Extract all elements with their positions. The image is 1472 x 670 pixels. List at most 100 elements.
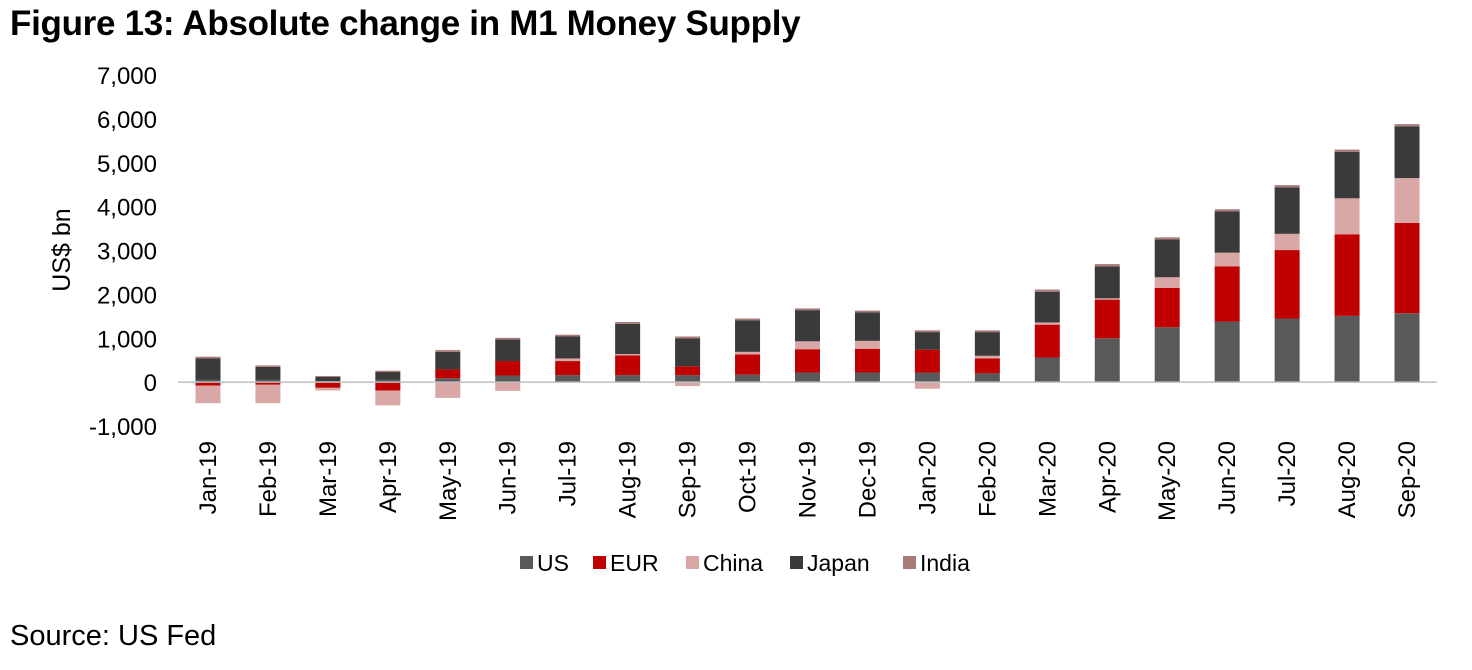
x-tick-label: Jul-20 — [1274, 441, 1301, 506]
bar-segment-eur-feb-19 — [255, 382, 281, 385]
x-tick-label: Jul-19 — [555, 441, 582, 506]
bar-segment-india-jan-19 — [195, 356, 221, 359]
bar-segment-china-oct-19 — [735, 351, 761, 355]
x-tick-label: Jan-20 — [914, 441, 941, 514]
x-tick-label: May-19 — [435, 441, 462, 521]
bar-segment-india-apr-19 — [375, 370, 401, 373]
bar-segment-japan-jun-19 — [495, 339, 521, 362]
bar-segment-us-feb-19 — [255, 379, 281, 383]
bar-segment-us-dec-19 — [854, 372, 880, 383]
legend-swatch-us — [520, 556, 533, 569]
bar-segment-us-sep-19 — [675, 375, 701, 383]
bar-group-jun-19 — [495, 337, 521, 391]
bar-segment-eur-jun-20 — [1214, 266, 1240, 322]
bar-segment-china-mar-20 — [1034, 322, 1060, 325]
bar-group-aug-19 — [615, 322, 641, 383]
y-axis: -1,000 0 1,000 2,000 3,000 4,000 5,000 6,000 7,0… — [89, 63, 157, 441]
bar-group-may-19 — [435, 350, 461, 398]
bar-segment-us-feb-20 — [974, 373, 1000, 383]
y-tick-label: -1,000 — [89, 414, 157, 441]
bar-segment-india-feb-20 — [974, 330, 1000, 333]
y-tick-label: 7,000 — [97, 63, 157, 90]
bar-segment-china-may-19 — [435, 382, 461, 398]
bar-segment-china-jan-20 — [914, 382, 940, 389]
bar-segment-eur-aug-19 — [615, 355, 641, 376]
bar-group-dec-19 — [854, 310, 880, 383]
bar-segment-japan-jan-19 — [195, 358, 221, 380]
bar-segment-india-feb-19 — [255, 365, 281, 367]
bar-group-oct-19 — [735, 318, 761, 383]
bar-group-jun-20 — [1214, 209, 1240, 383]
bar-group-feb-20 — [974, 330, 1000, 383]
bar-group-jul-19 — [555, 334, 581, 383]
bar-group-aug-20 — [1334, 149, 1360, 383]
x-tick-label: Nov-19 — [795, 441, 822, 518]
bar-segment-china-sep-20 — [1394, 178, 1420, 223]
x-tick-label: Feb-19 — [255, 441, 282, 517]
bar-segment-eur-mar-20 — [1034, 324, 1060, 358]
bar-segment-india-jun-19 — [495, 337, 521, 340]
bar-segment-china-nov-19 — [795, 341, 820, 350]
bar-segment-japan-jul-20 — [1274, 187, 1300, 234]
bar-segment-eur-sep-20 — [1394, 222, 1420, 314]
bar-segment-japan-jun-20 — [1214, 211, 1240, 253]
bar-segment-japan-nov-19 — [795, 310, 820, 342]
bar-group-sep-20 — [1394, 124, 1420, 383]
source-note: Source: US Fed — [10, 620, 217, 652]
bar-group-mar-20 — [1034, 289, 1060, 383]
x-tick-label: Sep-20 — [1394, 441, 1421, 518]
bar-segment-japan-oct-19 — [735, 320, 761, 352]
legend-swatch-japan — [790, 556, 803, 569]
bar-segment-us-jul-19 — [555, 375, 581, 383]
bar-segment-japan-jan-20 — [914, 332, 940, 350]
y-tick-label: 6,000 — [97, 107, 157, 134]
bar-segment-eur-jan-19 — [195, 382, 221, 386]
y-tick-label: 5,000 — [97, 151, 157, 178]
bar-segment-china-jan-19 — [195, 385, 221, 404]
bar-segment-us-jun-19 — [495, 375, 521, 383]
bar-segment-india-may-20 — [1154, 237, 1180, 240]
bar-segment-japan-sep-19 — [675, 338, 701, 367]
legend-swatch-eur — [593, 556, 606, 569]
bar-segment-eur-jan-20 — [914, 349, 940, 373]
bar-segment-japan-may-19 — [435, 351, 461, 370]
x-tick-label: Sep-19 — [675, 441, 702, 518]
bar-segment-eur-jul-19 — [555, 361, 581, 376]
bar-segment-china-aug-19 — [615, 354, 641, 356]
bar-segment-us-may-19 — [435, 378, 461, 383]
bar-segment-us-aug-19 — [615, 375, 641, 383]
legend-label-china: China — [703, 550, 763, 576]
bar-segment-us-may-20 — [1154, 327, 1180, 383]
bar-group-jan-20 — [914, 330, 940, 389]
bar-segment-japan-dec-19 — [854, 312, 880, 341]
bar-segment-us-jul-20 — [1274, 318, 1300, 383]
x-tick-label: Mar-20 — [1034, 441, 1061, 517]
bar-segment-china-jun-19 — [495, 382, 521, 391]
y-tick-label: 4,000 — [97, 195, 157, 222]
bar-segment-china-feb-19 — [255, 384, 281, 404]
x-tick-label: Jun-19 — [495, 441, 522, 514]
bar-segment-india-oct-19 — [735, 318, 761, 321]
bar-segment-india-jun-20 — [1214, 209, 1240, 212]
bar-segment-us-oct-19 — [735, 374, 761, 383]
bar-segment-eur-feb-20 — [974, 358, 1000, 374]
bar-segment-eur-apr-19 — [375, 382, 401, 391]
bar-segment-eur-jul-20 — [1274, 250, 1300, 319]
bar-segment-japan-may-20 — [1154, 239, 1180, 278]
stacked-bar-chart: -1,000 0 1,000 2,000 3,000 4,000 5,000 6,000 7,0… — [48, 63, 1437, 576]
bar-segment-us-nov-19 — [795, 372, 820, 383]
bar-segment-india-aug-20 — [1334, 149, 1360, 152]
x-tick-label: Dec-19 — [854, 441, 881, 518]
bar-group-jan-19 — [195, 356, 221, 404]
bar-group-sep-19 — [675, 336, 701, 387]
bar-segment-india-sep-20 — [1394, 124, 1420, 127]
x-tick-label: Feb-20 — [974, 441, 1001, 517]
bar-segment-eur-apr-20 — [1094, 299, 1120, 339]
x-tick-label: Apr-20 — [1094, 441, 1121, 513]
bar-group-feb-19 — [255, 365, 281, 404]
bar-segment-india-dec-19 — [854, 310, 880, 313]
x-tick-label: Apr-19 — [375, 441, 402, 513]
bar-group-may-20 — [1154, 237, 1180, 383]
bar-segment-us-aug-20 — [1334, 315, 1360, 383]
bar-segment-japan-apr-19 — [375, 372, 401, 380]
